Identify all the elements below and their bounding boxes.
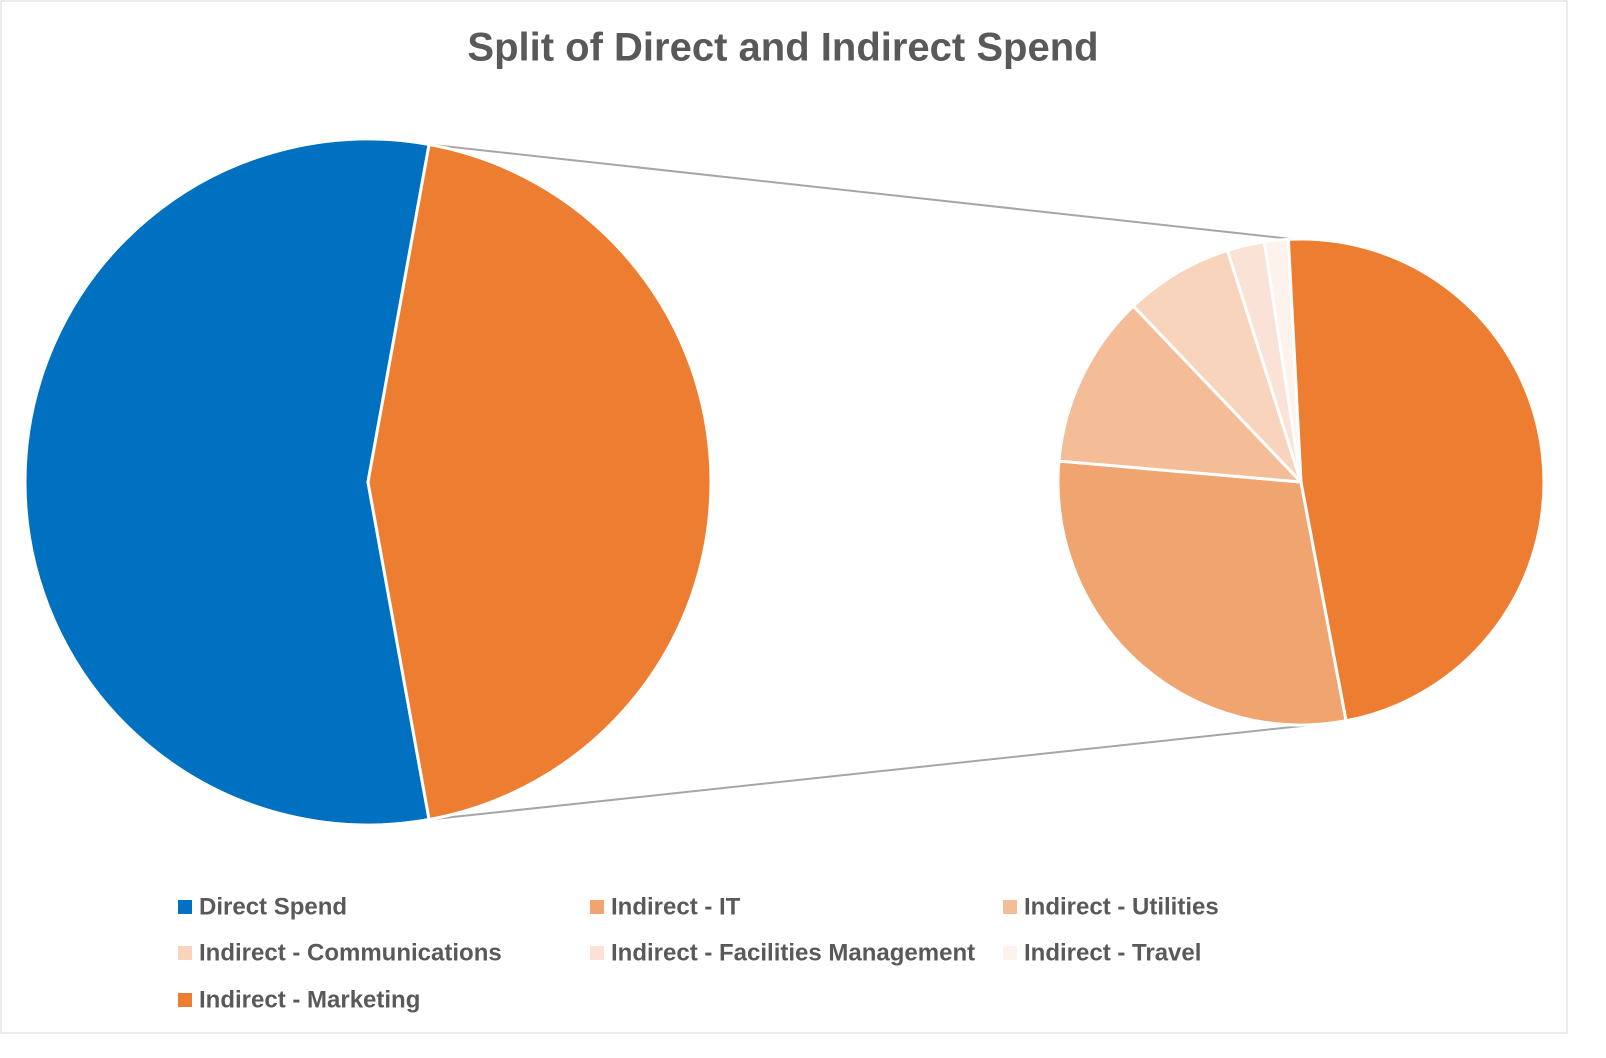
connector-line xyxy=(428,721,1340,821)
legend-label: Indirect - IT xyxy=(611,893,741,920)
legend-marker xyxy=(590,900,604,914)
pie-slice xyxy=(23,137,431,827)
legend-label: Direct Spend xyxy=(199,893,347,920)
legend-label: Indirect - Facilities Management xyxy=(611,939,975,966)
pie-slice-other xyxy=(366,142,713,822)
legend-marker xyxy=(590,946,604,960)
chart-title: Split of Direct and Indirect Spend xyxy=(467,26,1098,70)
connector-line xyxy=(428,143,1293,241)
legend-marker xyxy=(178,993,192,1007)
legend-marker xyxy=(1003,946,1017,960)
pie-slice xyxy=(1131,248,1303,484)
legend-label: Indirect - Communications xyxy=(199,939,502,966)
legend-label: Indirect - Travel xyxy=(1024,939,1201,966)
legend-label: Indirect - Marketing xyxy=(199,986,420,1013)
legend-marker xyxy=(178,946,192,960)
pie-slice xyxy=(1057,303,1305,484)
legend-label: Indirect - Utilities xyxy=(1024,893,1219,920)
legend-marker xyxy=(1003,900,1017,914)
pie-slice xyxy=(1286,237,1546,723)
legend-marker xyxy=(178,900,192,914)
pie-slice xyxy=(1056,459,1348,727)
